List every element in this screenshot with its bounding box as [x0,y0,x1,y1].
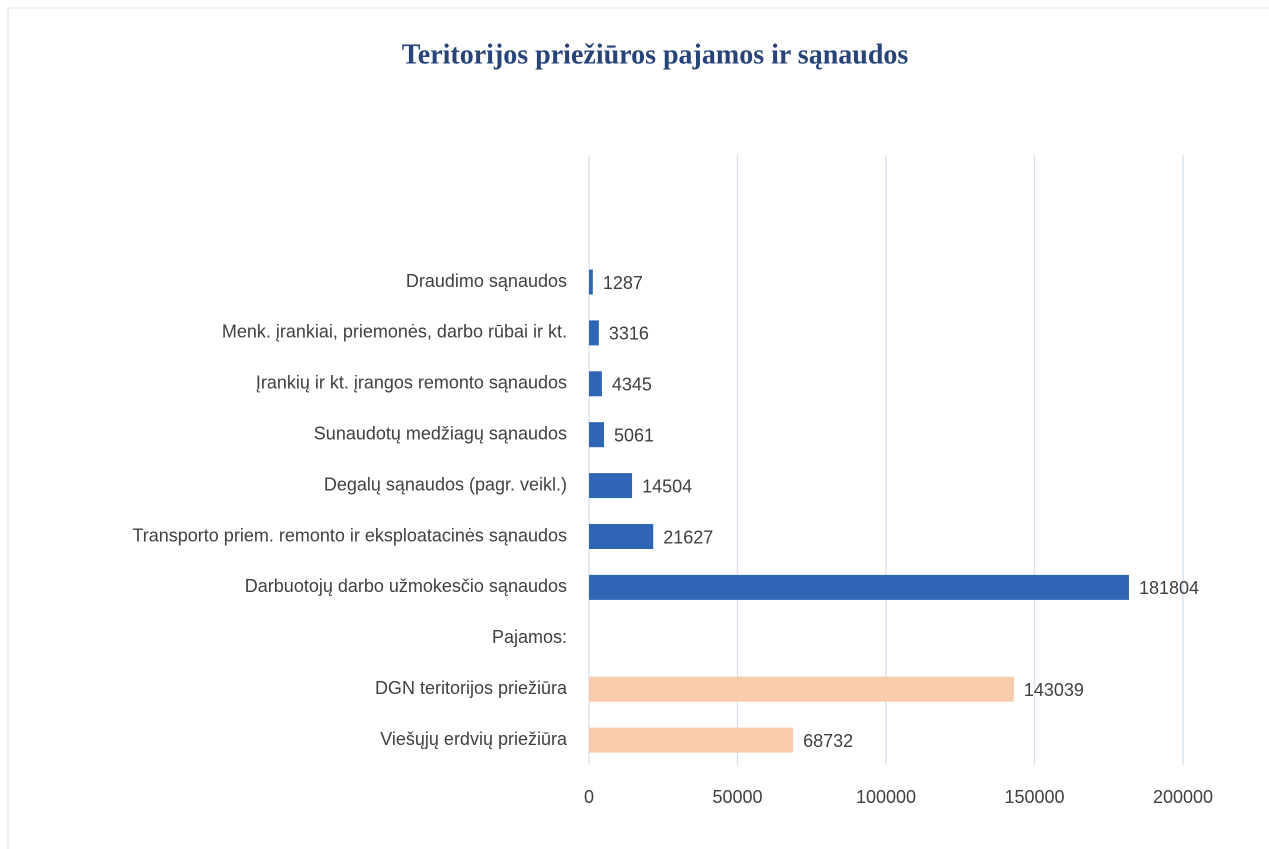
value-label: 14504 [642,476,692,496]
y-tick-label: Pajamos: [492,627,567,647]
y-tick-label: Sunaudotų medžiagų sąnaudos [314,423,567,443]
value-label: 21627 [663,527,713,547]
x-tick-label: 0 [584,787,594,807]
value-label: 5061 [614,425,654,445]
value-label: 181804 [1139,578,1199,598]
y-tick-label: Viešųjų erdvių priežiūra [380,729,568,749]
chart-title: Teritorijos priežiūros pajamos ir sąnaud… [402,39,909,70]
value-label: 1287 [603,273,643,293]
x-tick-label: 100000 [856,787,916,807]
y-tick-label: Draudimo sąnaudos [406,271,567,291]
bar [589,727,794,753]
y-tick-label: DGN teritorijos priežiūra [375,678,568,698]
y-tick-label: Įrankių ir kt. įrangos remonto sąnaudos [256,373,567,393]
bar [589,676,1014,702]
chart-frame [7,7,1269,849]
value-label: 4345 [612,375,652,395]
bar [589,574,1129,600]
bar [589,320,599,346]
bar [589,371,602,397]
value-label: 68732 [803,731,853,751]
y-tick-label: Transporto priem. remonto ir eksploataci… [132,525,567,545]
y-tick-label: Darbuotojų darbo užmokesčio sąnaudos [245,576,567,596]
x-tick-label: 200000 [1153,787,1213,807]
bar [589,269,593,295]
bar [589,524,654,549]
value-label: 143039 [1024,680,1084,700]
y-tick-label: Menk. įrankiai, priemonės, darbo rūbai i… [222,322,567,342]
bar [589,422,605,448]
y-tick-label: Degalų sąnaudos (pagr. veikl.) [324,474,567,494]
value-label: 3316 [609,324,649,344]
x-tick-label: 150000 [1004,787,1064,807]
bar [589,473,633,499]
x-tick-label: 50000 [712,787,762,807]
